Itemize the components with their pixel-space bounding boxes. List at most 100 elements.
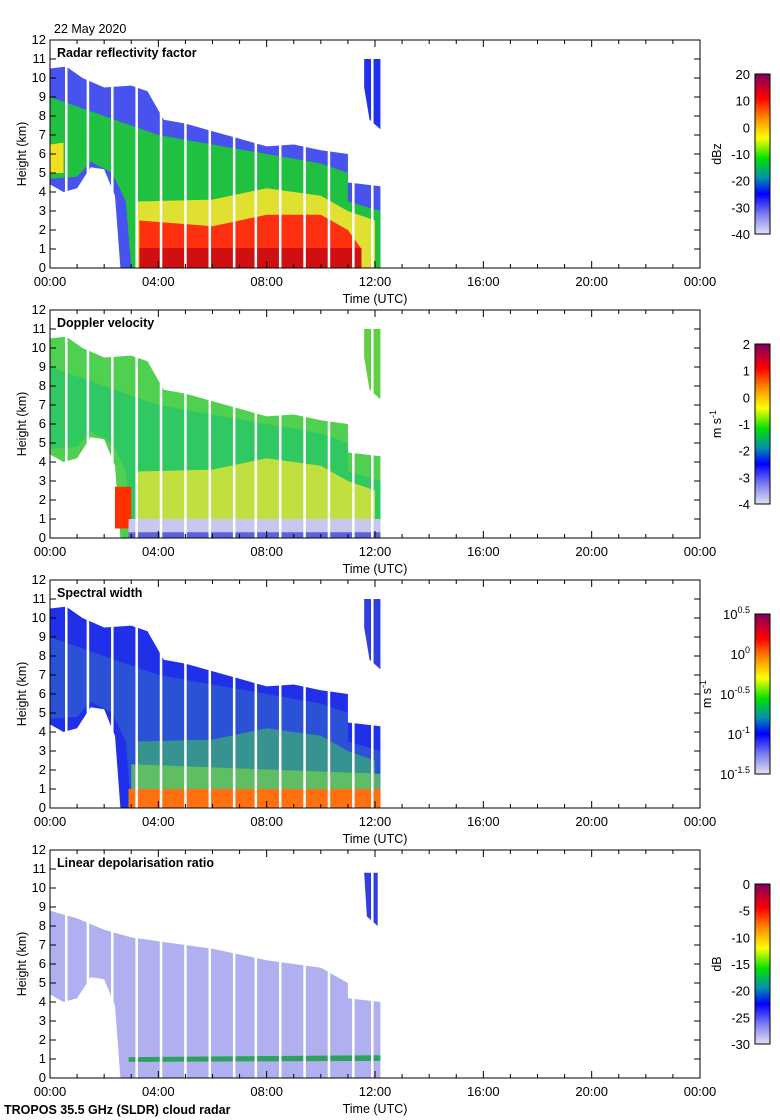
tick-base: 10 xyxy=(728,727,742,742)
unit-text: m s xyxy=(700,688,714,708)
data-region xyxy=(139,248,362,268)
date-label: 22 May 2020 xyxy=(54,22,126,36)
y-tick-label: 2 xyxy=(39,222,46,237)
data-region xyxy=(50,142,64,173)
y-tick-label: 8 xyxy=(39,648,46,663)
colorbar xyxy=(754,343,771,505)
tick-base: 0 xyxy=(743,390,750,405)
colorbar-tick-label: 100.5 xyxy=(723,605,750,622)
x-tick-label: 00:00 xyxy=(684,814,717,829)
colorbar-unit: dB xyxy=(710,956,724,971)
colorbar-tick-label: -20 xyxy=(731,984,750,999)
y-tick-label: 3 xyxy=(39,473,46,488)
y-tick-label: 11 xyxy=(33,321,47,336)
y-axis-label: Height (km) xyxy=(15,122,29,187)
colorbar xyxy=(754,73,771,235)
x-tick-label: 16:00 xyxy=(467,814,500,829)
x-tick-label: 08:00 xyxy=(250,544,283,559)
x-tick-label: 08:00 xyxy=(250,814,283,829)
tick-base: 10 xyxy=(731,647,745,662)
y-tick-label: 5 xyxy=(39,165,46,180)
colorbar xyxy=(754,883,771,1045)
colorbar-unit: m s-1 xyxy=(698,680,714,708)
colorbar-tick-label: -2 xyxy=(738,444,750,459)
tick-base: -15 xyxy=(731,957,750,972)
y-tick-label: 9 xyxy=(39,359,46,374)
colorbar-tick-label: 2 xyxy=(743,337,750,352)
colorbar-tick-label: 10-1 xyxy=(728,725,750,742)
colorbar-tick-label: 1 xyxy=(743,364,750,379)
y-tick-label: 10 xyxy=(32,610,46,625)
x-tick-label: 04:00 xyxy=(142,814,175,829)
x-tick-label: 20:00 xyxy=(575,1084,608,1099)
x-tick-label: 16:00 xyxy=(467,544,500,559)
x-tick-label: 16:00 xyxy=(467,1084,500,1099)
x-tick-label: 04:00 xyxy=(142,274,175,289)
colorbar-tick-label: -20 xyxy=(731,174,750,189)
colorbar-tick-label: 10-1.5 xyxy=(720,765,750,782)
tick-exponent: 0.5 xyxy=(737,605,750,615)
colorbar-tick-label: 10 xyxy=(736,94,750,109)
tick-exponent: -1 xyxy=(742,725,750,735)
y-tick-label: 9 xyxy=(39,89,46,104)
tick-base: -1 xyxy=(738,417,750,432)
y-tick-label: 8 xyxy=(39,918,46,933)
y-tick-label: 12 xyxy=(32,302,46,317)
colorbar-tick-label: -30 xyxy=(731,1037,750,1052)
x-axis-label: Time (UTC) xyxy=(343,292,408,306)
colorbar-tick-label: -1 xyxy=(738,417,750,432)
instrument-label: TROPOS 35.5 GHz (SLDR) cloud radar xyxy=(4,1103,231,1117)
tick-base: 10 xyxy=(720,687,734,702)
data-region xyxy=(364,872,378,926)
unit-text: dB xyxy=(710,956,724,971)
tick-base: -25 xyxy=(731,1010,750,1025)
tick-base: 20 xyxy=(736,67,750,82)
tick-base: -4 xyxy=(738,497,750,512)
y-tick-label: 1 xyxy=(39,1051,46,1066)
data-region xyxy=(128,789,381,808)
y-tick-label: 5 xyxy=(39,705,46,720)
y-tick-label: 11 xyxy=(33,861,47,876)
x-tick-label: 04:00 xyxy=(142,544,175,559)
colorbar-tick-label: -30 xyxy=(731,200,750,215)
y-tick-label: 1 xyxy=(39,511,46,526)
y-tick-label: 5 xyxy=(39,435,46,450)
y-tick-label: 0 xyxy=(39,530,46,545)
colorbar-tick-label: -3 xyxy=(738,470,750,485)
panel-title: Doppler velocity xyxy=(57,316,154,330)
y-tick-label: 7 xyxy=(39,397,46,412)
panel-title: Spectral width xyxy=(57,586,142,600)
y-tick-label: 12 xyxy=(32,842,46,857)
tick-base: 0 xyxy=(743,877,750,892)
y-tick-label: 10 xyxy=(32,70,46,85)
tick-base: -5 xyxy=(738,904,750,919)
tick-exponent: -1.5 xyxy=(734,765,750,775)
unit-exponent: -1 xyxy=(708,410,718,418)
colorbar-tick-label: 100 xyxy=(731,645,750,662)
tick-base: 10 xyxy=(723,607,737,622)
x-tick-label: 00:00 xyxy=(34,814,67,829)
x-tick-label: 12:00 xyxy=(359,1084,392,1099)
colorbar-tick-label: -5 xyxy=(738,904,750,919)
y-tick-label: 3 xyxy=(39,203,46,218)
colorbar-tick-label: 20 xyxy=(736,67,750,82)
y-tick-label: 10 xyxy=(32,340,46,355)
y-tick-label: 9 xyxy=(39,629,46,644)
colorbar-tick-label: 0 xyxy=(743,390,750,405)
y-axis-label: Height (km) xyxy=(15,932,29,997)
y-tick-label: 8 xyxy=(39,378,46,393)
y-tick-label: 4 xyxy=(39,724,46,739)
unit-text: dBz xyxy=(710,143,724,165)
x-tick-label: 00:00 xyxy=(684,274,717,289)
x-tick-label: 00:00 xyxy=(684,1084,717,1099)
y-axis-label: Height (km) xyxy=(15,392,29,457)
x-tick-label: 00:00 xyxy=(34,544,67,559)
colorbar-tick-label: -10 xyxy=(731,147,750,162)
y-tick-label: 8 xyxy=(39,108,46,123)
x-tick-label: 00:00 xyxy=(34,274,67,289)
y-tick-label: 4 xyxy=(39,994,46,1009)
x-axis-label: Time (UTC) xyxy=(343,1102,408,1116)
